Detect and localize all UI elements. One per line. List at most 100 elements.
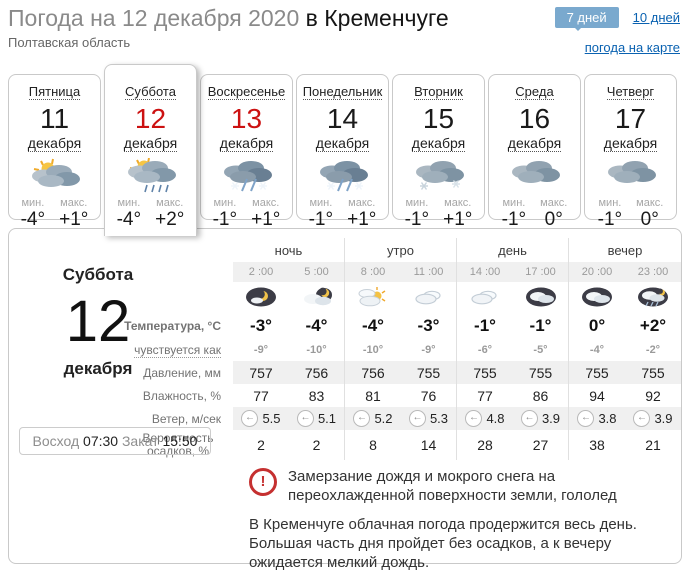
day-tab-4[interactable]: Вторник 15 декабря мин. -1° макс. +1° bbox=[392, 74, 485, 230]
day-name-link[interactable]: Четверг bbox=[606, 84, 655, 100]
value-cell: 92 bbox=[645, 387, 661, 404]
time-label: 8 :00 bbox=[345, 262, 401, 282]
wind-direction-icon: ← bbox=[408, 410, 426, 427]
day-date: 14 bbox=[326, 103, 359, 134]
min-temp: -1° bbox=[308, 209, 334, 230]
wind-direction-icon: ← bbox=[465, 410, 483, 427]
weather-map-link[interactable]: погода на карте bbox=[584, 40, 680, 55]
row-label: Давление, мм bbox=[143, 365, 221, 380]
max-temp: +1° bbox=[251, 209, 281, 230]
page-title-city: в Кременчуге bbox=[299, 5, 449, 31]
value-cell: 81 bbox=[365, 387, 381, 404]
min-temp: -1° bbox=[597, 209, 623, 230]
value-cell: 755 bbox=[513, 361, 569, 384]
value-cell: -9° bbox=[401, 339, 457, 361]
day-tab-6[interactable]: Четверг 17 декабря мин. -1° макс. 0° bbox=[584, 74, 677, 230]
value-cell: -1° bbox=[474, 315, 496, 335]
value-cell: -4° bbox=[362, 315, 384, 335]
row-humidity: Влажность, % 77 83 81 76 77 86 94 92 bbox=[9, 384, 681, 407]
value-cell: -10° bbox=[362, 344, 384, 356]
value-cell: 8 bbox=[369, 437, 377, 453]
value-cell: ← 5.2 bbox=[345, 407, 401, 430]
sun-clouds-rain-icon bbox=[105, 157, 196, 196]
night-rain-icon bbox=[625, 282, 681, 312]
value-cell: 83 bbox=[289, 384, 345, 407]
day-name-link[interactable]: Понедельник bbox=[302, 84, 383, 100]
value-cell: ← 3.8 bbox=[569, 407, 625, 430]
max-label: макс. bbox=[252, 197, 280, 209]
period-label: утро bbox=[345, 238, 457, 262]
day-month-link[interactable]: декабря bbox=[603, 135, 658, 152]
min-temp: -4° bbox=[20, 209, 46, 230]
sun-clouds-icon bbox=[9, 158, 100, 196]
period-label: вечер bbox=[607, 242, 643, 258]
day-tab-3[interactable]: Понедельник 14 декабря мин. -1° макс. +1° bbox=[296, 74, 389, 230]
day-name-link[interactable]: Среда bbox=[515, 84, 554, 100]
value-cell: 77 bbox=[477, 387, 493, 404]
day-name-link[interactable]: Пятница bbox=[28, 84, 81, 100]
day-month-link[interactable]: декабря bbox=[123, 135, 178, 152]
time-label: 23 :00 bbox=[625, 262, 681, 282]
wind-direction-icon: ← bbox=[241, 410, 259, 427]
value-cell: 38 bbox=[589, 437, 605, 453]
clouds-icon bbox=[585, 158, 676, 196]
row-precipitation: Вероятность осадков, % 2 2 8 14 28 27 38 21 bbox=[9, 430, 681, 460]
day-month-link[interactable]: декабря bbox=[507, 135, 562, 152]
value-cell: -3° bbox=[401, 312, 457, 339]
wind-direction-icon: ← bbox=[296, 410, 314, 427]
snow-rain-clouds-icon bbox=[297, 158, 388, 196]
warning-icon: ! bbox=[249, 468, 277, 496]
wind-direction-icon: ← bbox=[520, 410, 538, 427]
day-tab-2[interactable]: Воскресенье 13 декабря мин. -1° макс. +1° bbox=[200, 74, 293, 230]
selected-day-summary: Суббота 12 декабря bbox=[9, 229, 187, 379]
max-label: макс. bbox=[348, 197, 376, 209]
value-cell: 2 bbox=[257, 437, 265, 453]
wind-direction-icon: ← bbox=[353, 410, 371, 427]
time-label: 11 :00 bbox=[401, 262, 457, 282]
day-name-link[interactable]: Воскресенье bbox=[207, 84, 286, 100]
value-cell: -5° bbox=[513, 339, 569, 361]
period-label: день bbox=[457, 238, 569, 262]
day-date: 16 bbox=[518, 103, 551, 134]
row-temperature: Температура, °C -3° -4° -4° -3° -1° -1° 0° +2° bbox=[9, 312, 681, 339]
clouds-snow-icon bbox=[393, 158, 484, 196]
time-label: 17 :00 bbox=[513, 262, 569, 282]
range-7days-button[interactable]: 7 дней bbox=[554, 7, 619, 31]
alerts-section: ! Замерзание дождя и мокрого снега на пе… bbox=[249, 467, 685, 572]
wind-direction-icon: ← bbox=[633, 410, 651, 427]
day-month-link[interactable]: декабря bbox=[315, 135, 370, 152]
day-name-link[interactable]: Суббота bbox=[125, 84, 176, 100]
min-label: мин. bbox=[117, 197, 141, 209]
value-cell: 77 bbox=[253, 387, 269, 404]
min-temp: -1° bbox=[404, 209, 430, 230]
max-label: макс. bbox=[636, 197, 664, 209]
forecast-panel: Суббота 12 декабря Восход 07:30 Закат 15… bbox=[8, 228, 682, 571]
row-label: Ветер, м/сек bbox=[151, 411, 221, 426]
row-label[interactable]: чувствуется как bbox=[134, 342, 221, 358]
value-cell: -1° bbox=[513, 312, 569, 339]
day-tab-0[interactable]: Пятница 11 декабря мин. -4° макс. +1° bbox=[8, 74, 101, 230]
day-tab-1[interactable]: Суббота 12 декабря мин. -4° макс. +2° bbox=[104, 64, 197, 236]
day-tab-5[interactable]: Среда 16 декабря мин. -1° макс. 0° bbox=[488, 74, 581, 230]
max-temp: +1° bbox=[443, 209, 473, 230]
min-label: мин. bbox=[502, 197, 526, 209]
page-title: Погода на 12 декабря 2020 в Кременчуге bbox=[8, 5, 682, 32]
value-cell: 86 bbox=[513, 384, 569, 407]
morning-sun-clouds-icon bbox=[345, 282, 401, 312]
night-moon-icon bbox=[233, 282, 289, 312]
value-cell: -2° bbox=[645, 344, 661, 356]
sun-times-box: Восход 07:30 Закат 15:50 bbox=[19, 427, 211, 455]
page-title-date: Погода на 12 декабря 2020 bbox=[8, 5, 300, 31]
day-minmax: мин. -1° макс. +1° bbox=[297, 197, 388, 230]
sunrise-time: 07:30 bbox=[83, 433, 119, 449]
range-10days-link[interactable]: 10 дней bbox=[632, 10, 680, 25]
max-label: макс. bbox=[156, 197, 184, 209]
day-name-link[interactable]: Вторник bbox=[414, 84, 463, 100]
day-minmax: мин. -1° макс. +1° bbox=[393, 197, 484, 230]
value-cell: 76 bbox=[401, 384, 457, 407]
value-cell: ← 3.9 bbox=[625, 407, 681, 430]
day-month-link[interactable]: декабря bbox=[27, 135, 82, 152]
day-month-link[interactable]: декабря bbox=[219, 135, 274, 152]
period-label: ночь bbox=[233, 238, 345, 262]
day-month-link[interactable]: декабря bbox=[411, 135, 466, 152]
